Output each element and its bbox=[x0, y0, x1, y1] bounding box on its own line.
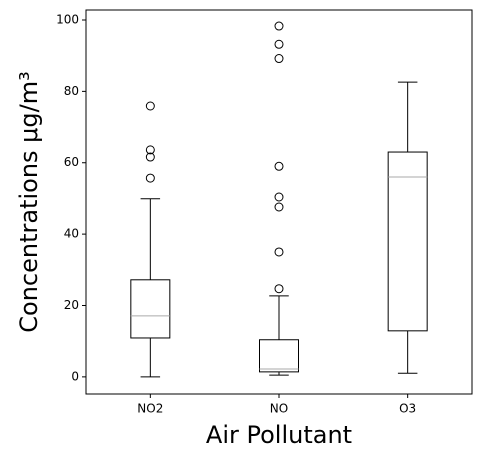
y-tick-label: 60 bbox=[64, 155, 79, 169]
x-tick-label: O3 bbox=[399, 402, 416, 416]
y-tick-label: 100 bbox=[56, 12, 79, 26]
outlier bbox=[274, 202, 284, 212]
y-tick-label: 40 bbox=[64, 227, 79, 241]
y-tick-label: 80 bbox=[64, 84, 79, 98]
x-axis-label: Air Pollutant bbox=[206, 421, 352, 449]
box bbox=[130, 279, 171, 339]
y-tick-label: 20 bbox=[64, 298, 79, 312]
x-tick-label: NO bbox=[270, 402, 288, 416]
box bbox=[387, 151, 428, 332]
outlier bbox=[274, 247, 284, 257]
outlier bbox=[145, 173, 155, 183]
outlier bbox=[274, 161, 284, 171]
y-tick-label: 0 bbox=[71, 369, 79, 383]
box bbox=[259, 339, 299, 373]
y-axis-label: Concentrations μg/m³ bbox=[15, 71, 43, 333]
outlier bbox=[274, 192, 284, 202]
outlier bbox=[274, 21, 284, 31]
outlier bbox=[145, 145, 155, 155]
x-tick-label: NO2 bbox=[137, 402, 163, 416]
outlier bbox=[145, 152, 155, 162]
outlier bbox=[274, 284, 284, 294]
outlier bbox=[274, 54, 284, 64]
outlier bbox=[274, 39, 284, 49]
outlier bbox=[145, 101, 155, 111]
